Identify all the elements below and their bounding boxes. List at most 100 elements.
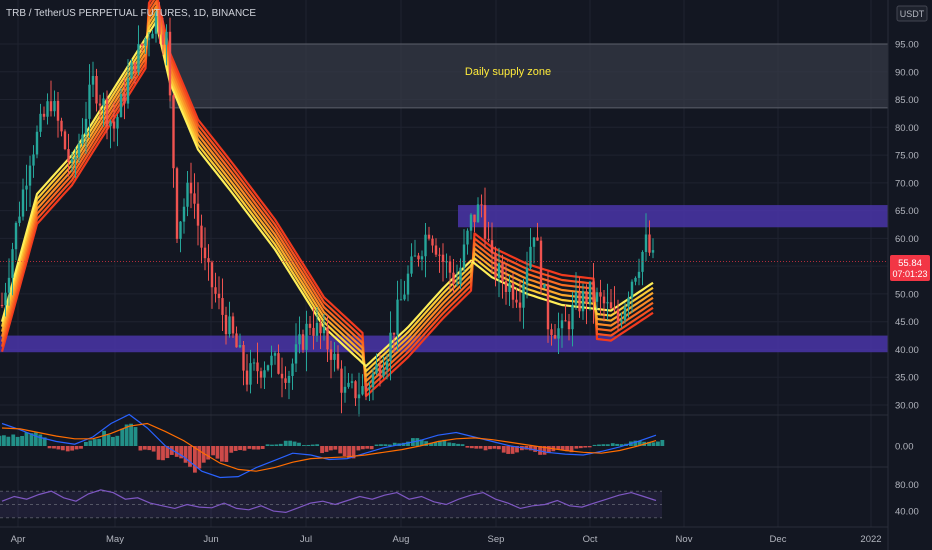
- candle-body: [154, 12, 158, 34]
- candle-body: [28, 165, 32, 186]
- candle-body: [581, 291, 585, 312]
- last-price-value: 55.84: [898, 258, 922, 269]
- macd-histogram-bar: [469, 446, 474, 449]
- macd-histogram-bar: [315, 444, 320, 446]
- macd-histogram-bar: [506, 446, 511, 454]
- candle-body: [21, 189, 25, 217]
- candle-body: [165, 31, 168, 45]
- candle-body: [179, 221, 182, 239]
- candle-body: [518, 302, 522, 308]
- macd-histogram-bar: [29, 433, 34, 446]
- currency-button[interactable]: USDT: [900, 9, 925, 19]
- candle-body: [644, 234, 648, 252]
- candle-body: [427, 234, 431, 239]
- rsi-pane: [0, 489, 662, 519]
- macd-histogram-bar: [569, 446, 574, 453]
- macd-histogram-bar: [224, 446, 229, 462]
- candle-body: [529, 246, 532, 268]
- candle-body: [609, 302, 613, 309]
- macd-histogram-bar: [201, 446, 206, 463]
- candle-body: [235, 333, 238, 348]
- macd-histogram-bar: [605, 444, 610, 446]
- candle-body: [137, 44, 140, 73]
- candle-body: [413, 255, 417, 257]
- supply-zone-label: Daily supply zone: [465, 66, 551, 78]
- macd-histogram-bar: [647, 441, 651, 446]
- macd-histogram-bar: [578, 446, 583, 449]
- candle-body: [595, 292, 599, 302]
- candle-body: [245, 370, 249, 385]
- macd-histogram-bar: [442, 439, 447, 446]
- macd-histogram-bar: [492, 446, 497, 449]
- time-axis[interactable]: Apr May Jun Jul Aug Sep Oct Nov Dec 2022: [11, 534, 882, 545]
- time-tick-label: Oct: [583, 534, 598, 545]
- candle-body: [49, 101, 53, 112]
- candle-body: [305, 323, 308, 350]
- candle-body: [574, 292, 578, 305]
- candle-body: [81, 134, 84, 144]
- macd-histogram-bar: [97, 438, 102, 446]
- candle-body: [508, 283, 511, 292]
- candle-body: [497, 263, 501, 278]
- candle-body: [130, 62, 133, 79]
- candle-body: [60, 120, 63, 132]
- price-tick-label: 90.00: [895, 67, 919, 78]
- macd-histogram-bar: [124, 424, 129, 446]
- candle-body: [350, 381, 354, 383]
- candle-body: [459, 267, 462, 284]
- macd-histogram-bar: [583, 446, 588, 448]
- macd-histogram-bar: [310, 444, 315, 446]
- price-axis[interactable]: 95.00 90.00 85.00 80.00 75.00 70.00 65.00 60.00…: [895, 40, 919, 412]
- candle-body: [112, 121, 116, 129]
- price-tick-label: 60.00: [895, 234, 919, 245]
- macd-histogram-bar: [433, 442, 438, 446]
- candle-body: [63, 131, 67, 150]
- candle-body: [186, 182, 189, 207]
- candle-body: [298, 334, 301, 345]
- candle-body: [445, 261, 448, 263]
- candle-body: [602, 296, 606, 304]
- macd-histogram-bar: [301, 445, 306, 446]
- macd-histogram-bar: [238, 446, 242, 451]
- candle-body: [95, 76, 98, 104]
- resistance-zone-rect: [458, 205, 888, 228]
- candle-body: [392, 332, 396, 335]
- candle-body: [623, 306, 627, 321]
- price-tick-label: 30.00: [895, 401, 919, 412]
- candle-body: [84, 118, 88, 135]
- candle-body: [322, 327, 326, 334]
- macd-histogram-bar: [133, 427, 138, 446]
- candle-body: [567, 321, 571, 330]
- macd-histogram-bar: [188, 446, 192, 467]
- candle-body: [193, 193, 196, 204]
- currency-button-bg[interactable]: [896, 5, 928, 22]
- candle-body: [599, 292, 602, 297]
- macd-histogram-bar: [365, 446, 370, 449]
- candle-body: [46, 101, 49, 117]
- candle-body: [627, 297, 630, 307]
- macd-histogram-bar: [306, 444, 311, 446]
- candle-body: [238, 345, 242, 348]
- macd-histogram-bar: [542, 446, 547, 455]
- candle-body: [228, 316, 231, 335]
- macd-histogram-bar: [42, 437, 47, 446]
- macd-histogram-bar: [52, 446, 56, 449]
- macd-histogram-bar: [65, 446, 70, 452]
- candle-body: [77, 143, 81, 158]
- candle-body: [221, 298, 224, 315]
- macd-histogram-bar: [278, 443, 283, 446]
- macd-histogram-bar: [169, 446, 174, 455]
- macd-histogram-bar: [424, 441, 429, 446]
- indicator-axis: 0.00 80.00 40.00: [895, 442, 919, 518]
- candle-body: [347, 382, 350, 387]
- macd-histogram-bar: [11, 434, 16, 446]
- ribbon-band: [0, 0, 654, 388]
- macd-pane: [0, 413, 665, 479]
- candle-body: [466, 230, 469, 245]
- candle-body: [476, 204, 480, 223]
- candle-body: [105, 98, 109, 127]
- macd-histogram-bar: [251, 446, 256, 450]
- price-tick-label: 35.00: [895, 373, 919, 384]
- candle-body: [53, 100, 56, 112]
